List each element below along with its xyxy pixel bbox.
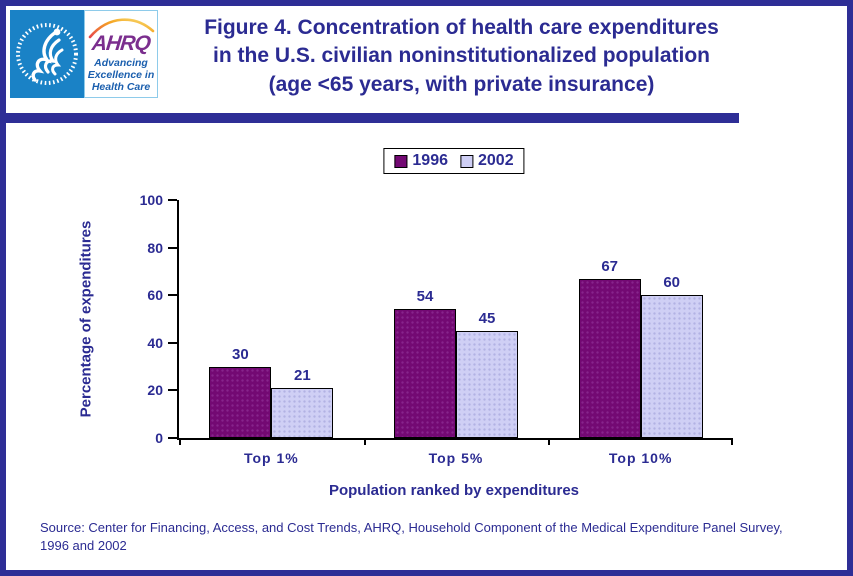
tagline-line: Health Care bbox=[91, 81, 151, 94]
y-axis-tick bbox=[168, 246, 177, 249]
y-axis-tick bbox=[168, 437, 177, 439]
y-axis-tick-label: 100 bbox=[139, 192, 163, 208]
y-axis-tick-label: 40 bbox=[147, 334, 163, 351]
legend-label-2002: 2002 bbox=[478, 152, 514, 169]
bar-value-label: 67 bbox=[601, 257, 618, 275]
y-axis-tick bbox=[168, 341, 177, 344]
x-axis-tick bbox=[731, 438, 733, 445]
bar-value-label: 30 bbox=[231, 345, 249, 363]
category-label: Top 1% bbox=[243, 450, 299, 466]
figure-title: Figure 4. Concentration of health care e… bbox=[164, 14, 759, 99]
legend-item-2002: 2002 bbox=[460, 153, 514, 169]
title-divider-bar bbox=[6, 113, 739, 123]
y-axis-tick-label: 20 bbox=[147, 382, 163, 399]
legend-item-1996: 1996 bbox=[394, 153, 448, 169]
bar-2002-top-5- bbox=[456, 330, 518, 438]
tagline-line: Excellence in bbox=[87, 69, 155, 82]
y-axis-tick bbox=[168, 294, 177, 297]
ahrq-arc-icon bbox=[88, 18, 155, 39]
tagline-line: Advancing bbox=[94, 57, 148, 69]
ahrq-hhs-logo: AHRQ Advancing Excellence in Health Care bbox=[10, 10, 158, 98]
y-axis-tick bbox=[168, 389, 177, 392]
hhs-logo bbox=[10, 10, 84, 98]
y-axis-tick-label: 0 bbox=[155, 430, 163, 446]
ahrq-tagline: Advancing Excellence in Health Care bbox=[88, 57, 155, 93]
bar-value-label: 60 bbox=[663, 274, 680, 292]
legend-swatch-2002 bbox=[460, 154, 473, 168]
bar-value-label: 54 bbox=[416, 288, 434, 306]
legend-swatch-1996 bbox=[394, 154, 408, 168]
y-axis-tick-label: 60 bbox=[147, 287, 163, 304]
source-note: Source: Center for Financing, Access, an… bbox=[40, 520, 783, 553]
category-label: Top 5% bbox=[428, 450, 484, 466]
hhs-eagle-icon bbox=[16, 23, 78, 85]
x-axis-tick bbox=[548, 438, 550, 445]
ahrq-wordmark: AHRQ bbox=[90, 32, 152, 55]
ahrq-logo: AHRQ Advancing Excellence in Health Care bbox=[84, 10, 158, 98]
y-axis-title: Percentage of expenditures bbox=[77, 220, 95, 418]
figure-title-line-2: in the U.S. civilian noninstitutionalize… bbox=[213, 44, 710, 68]
category-label: Top 10% bbox=[608, 450, 673, 466]
x-axis-tick bbox=[179, 438, 181, 445]
chart-legend: 1996 2002 bbox=[383, 148, 525, 174]
bar-value-label: 21 bbox=[293, 367, 311, 385]
bar-1996-top-10- bbox=[578, 278, 641, 438]
bar-value-label: 45 bbox=[478, 309, 496, 327]
bar-1996-top-5- bbox=[394, 309, 456, 438]
bar-2002-top-1- bbox=[271, 388, 334, 438]
x-axis-tick bbox=[364, 438, 366, 445]
bar-2002-top-10- bbox=[640, 295, 703, 438]
figure-title-line-1: Figure 4. Concentration of health care e… bbox=[204, 16, 719, 39]
legend-label-1996: 1996 bbox=[412, 152, 448, 169]
y-axis-tick bbox=[168, 199, 177, 201]
x-axis-title: Population ranked by expenditures bbox=[328, 482, 580, 499]
y-axis-tick-label: 80 bbox=[147, 239, 163, 256]
bar-1996-top-1- bbox=[209, 366, 272, 438]
plot-area: 0 20 40 60 80 100 30 21 Top 1% 54 45 Top 5% 67 60 Top … bbox=[140, 193, 733, 465]
figure-title-line-3: (age <65 years, with private insurance) bbox=[268, 72, 655, 96]
